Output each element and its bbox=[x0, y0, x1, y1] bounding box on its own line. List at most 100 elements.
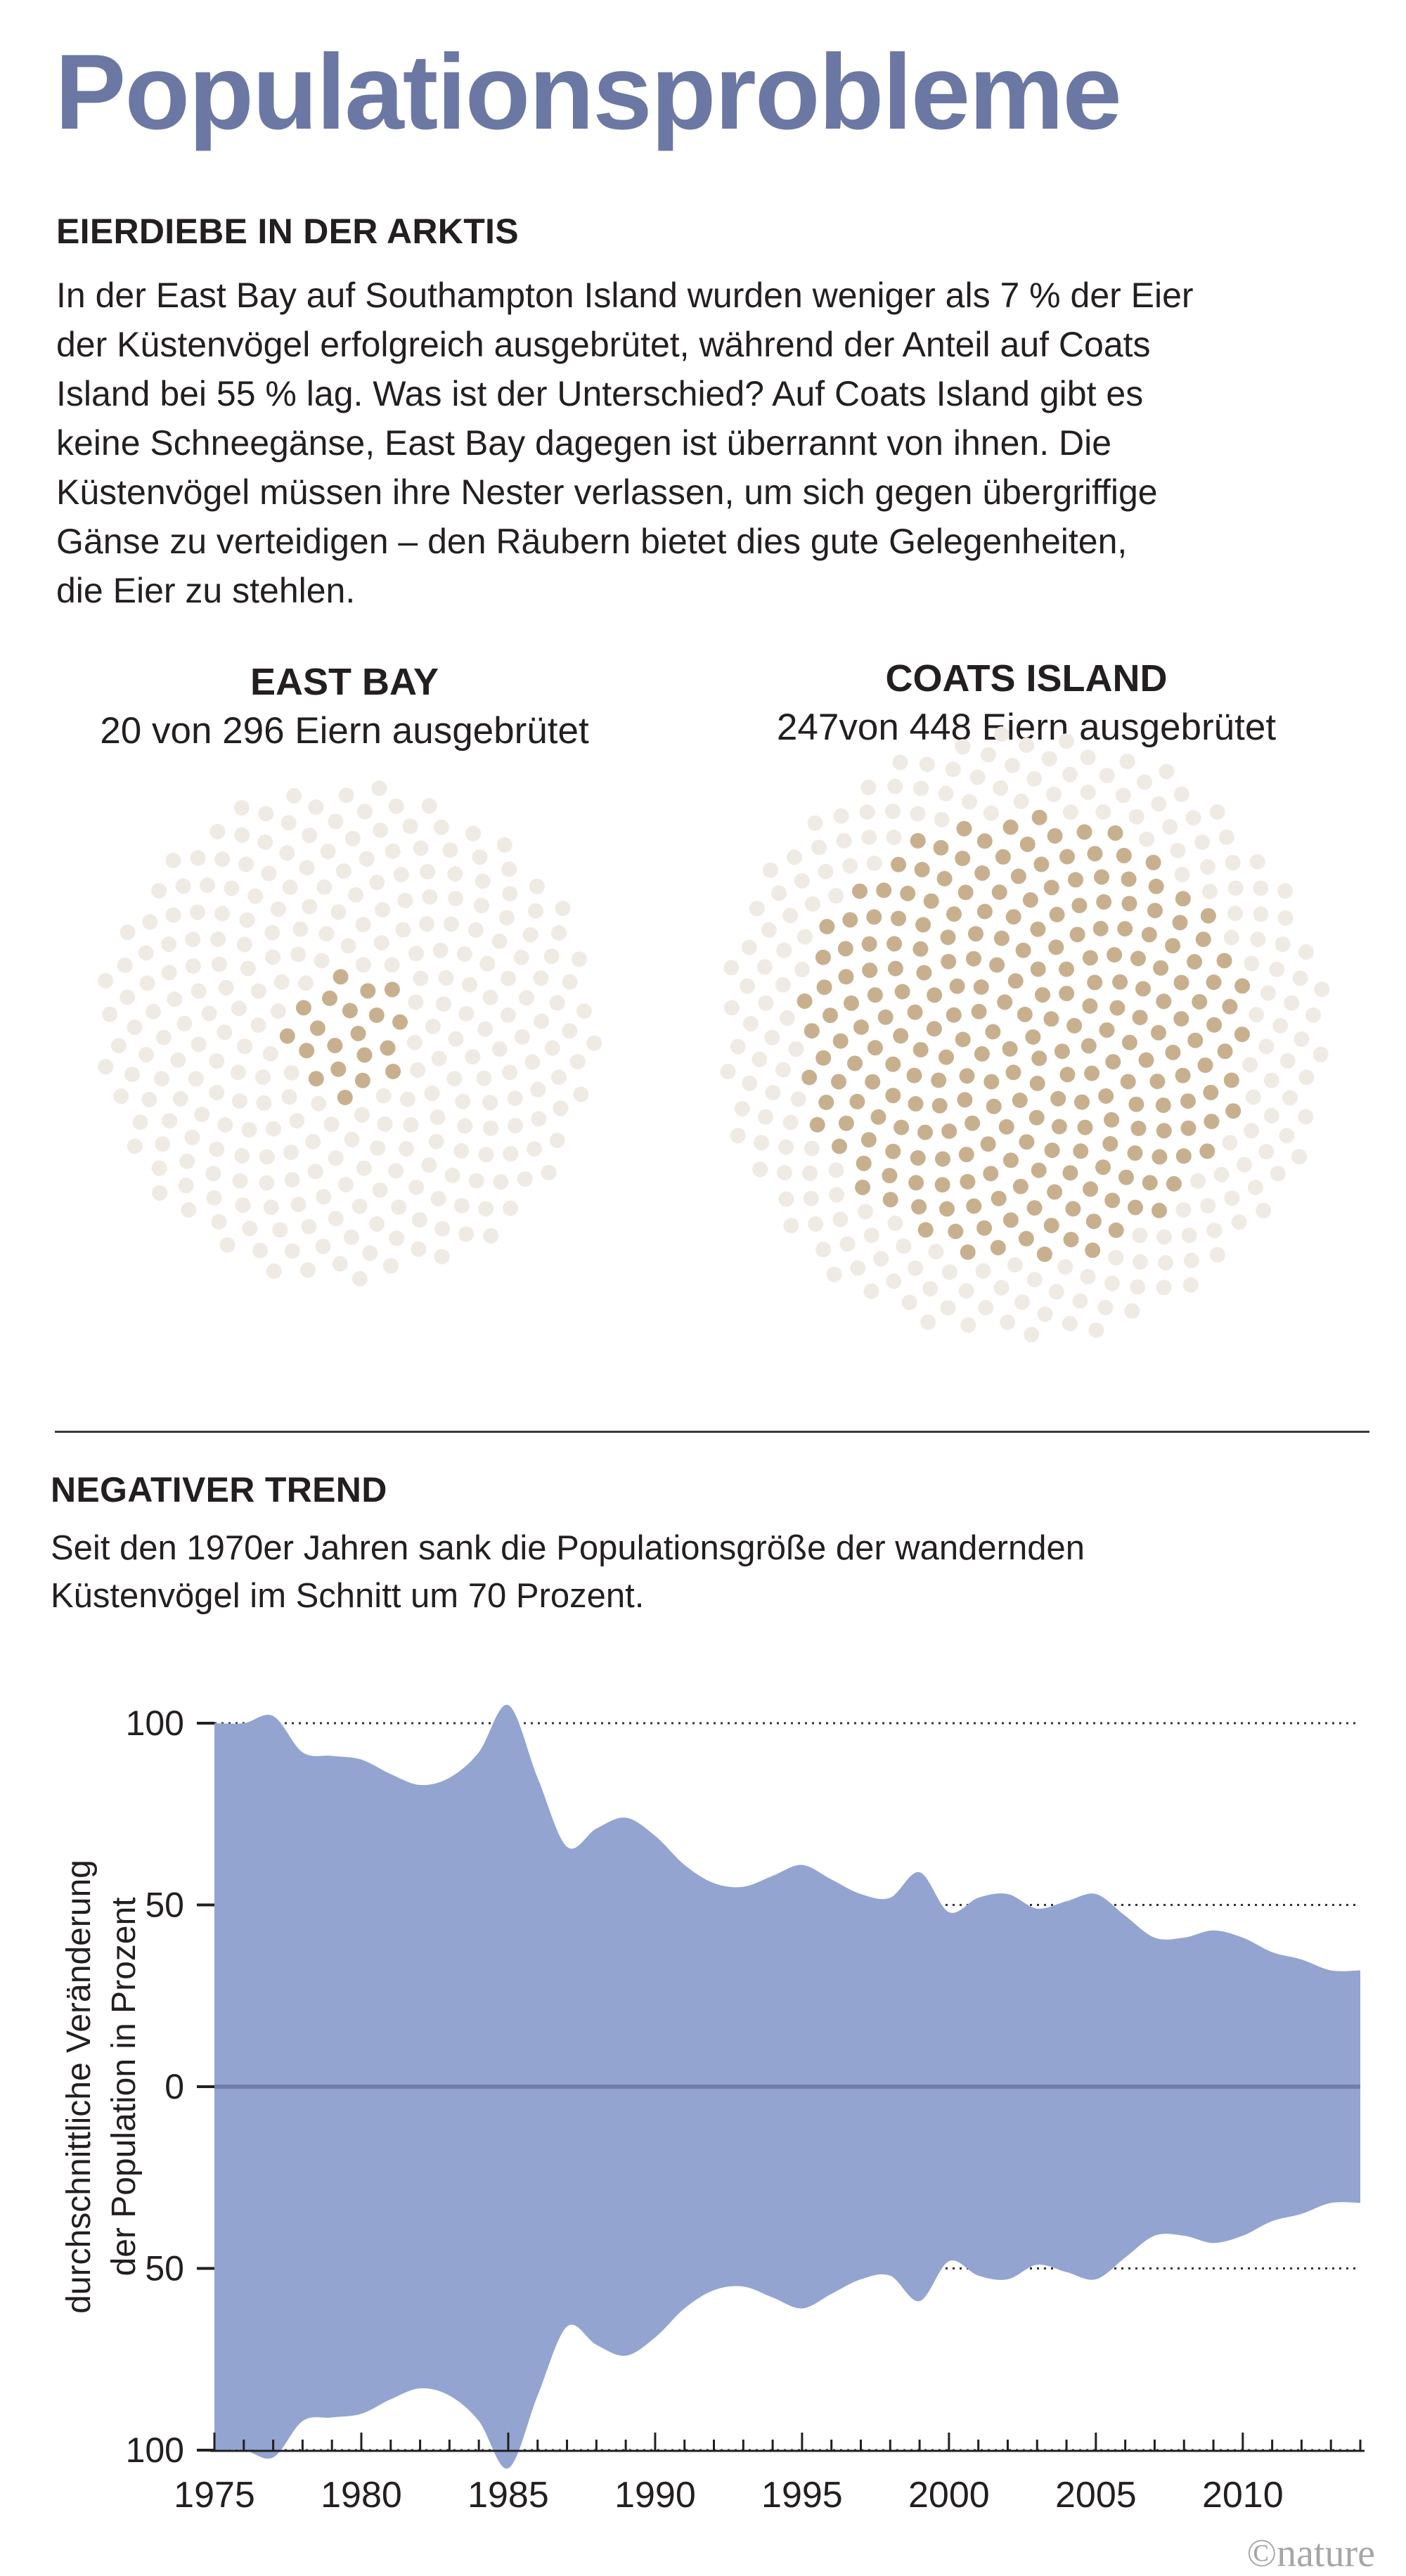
coats-island-hatched-egg bbox=[1047, 827, 1063, 844]
coats-island-hatched-egg bbox=[1234, 978, 1251, 994]
coats-island-unhatched-egg bbox=[1019, 738, 1035, 753]
east-bay-unhatched-egg bbox=[343, 1229, 359, 1245]
coats-island-hatched-egg bbox=[1151, 1024, 1166, 1041]
coats-island-hatched-egg bbox=[1108, 1222, 1124, 1238]
coats-island-unhatched-egg bbox=[811, 839, 827, 856]
east-bay-unhatched-egg bbox=[298, 975, 314, 991]
coats-island-hatched-egg bbox=[1152, 1202, 1167, 1218]
coats-island-unhatched-egg bbox=[839, 1236, 856, 1252]
coats-island-hatched-egg bbox=[1043, 1218, 1059, 1234]
coats-island-hatched-egg bbox=[1033, 856, 1050, 872]
coats-island-hatched-egg bbox=[1051, 1119, 1067, 1135]
east-bay-unhatched-egg bbox=[279, 845, 295, 861]
coats-island-unhatched-egg bbox=[1139, 831, 1155, 847]
coats-island-hatched-egg bbox=[1059, 961, 1074, 977]
east-bay-unhatched-egg bbox=[502, 1064, 518, 1081]
coats-island-hatched-egg bbox=[1102, 1135, 1118, 1152]
coats-island-hatched-egg bbox=[907, 1004, 923, 1020]
east-bay-unhatched-egg bbox=[272, 1222, 288, 1238]
east-bay-unhatched-egg bbox=[252, 1242, 269, 1258]
east-bay-unhatched-egg bbox=[308, 799, 324, 815]
coats-island-hatched-egg bbox=[1180, 1093, 1196, 1109]
east-bay-unhatched-egg bbox=[382, 1258, 399, 1274]
coats-island-hatched-egg bbox=[935, 1151, 950, 1167]
coats-island-unhatched-egg bbox=[752, 1051, 768, 1067]
coats-island-unhatched-egg bbox=[1170, 842, 1186, 858]
coats-island-unhatched-egg bbox=[1249, 1007, 1265, 1023]
coats-island-hatched-egg bbox=[1010, 868, 1026, 884]
east-bay-unhatched-egg bbox=[458, 1005, 475, 1022]
coats-island-hatched-egg bbox=[1121, 1034, 1137, 1050]
east-bay-unhatched-egg bbox=[318, 926, 335, 942]
coats-island-unhatched-egg bbox=[815, 1242, 832, 1258]
page-title: Populationsprobleme bbox=[55, 32, 1122, 152]
coats-island-unhatched-egg bbox=[1224, 1190, 1240, 1206]
coats-island-unhatched-egg bbox=[859, 804, 875, 820]
coats-island-hatched-egg bbox=[1012, 1178, 1028, 1194]
coats-island-hatched-egg bbox=[946, 906, 962, 922]
east-bay-unhatched-egg bbox=[146, 1003, 161, 1019]
coats-island-hatched-egg bbox=[931, 1097, 948, 1114]
east-bay-unhatched-egg bbox=[214, 906, 230, 922]
east-bay-unhatched-egg bbox=[337, 1176, 354, 1192]
east-bay-unhatched-egg bbox=[280, 815, 297, 831]
east-bay-hatched-egg bbox=[356, 1047, 373, 1063]
east-bay-hatched-egg bbox=[333, 969, 349, 985]
east-bay-unhatched-egg bbox=[218, 979, 234, 996]
east-bay-hatched-egg bbox=[309, 1020, 325, 1036]
east-bay-unhatched-egg bbox=[127, 1138, 143, 1154]
east-bay-unhatched-egg bbox=[467, 922, 484, 938]
y-tick-label: 100 bbox=[126, 1704, 184, 1743]
east-bay-unhatched-egg bbox=[448, 891, 464, 907]
east-bay-unhatched-egg bbox=[443, 916, 459, 932]
east-bay-unhatched-egg bbox=[562, 974, 578, 990]
coats-island-hatched-egg bbox=[887, 960, 903, 977]
coats-island-unhatched-egg bbox=[1263, 1108, 1279, 1123]
coats-island-hatched-egg bbox=[941, 953, 957, 970]
east-bay-hatched-egg bbox=[368, 1007, 385, 1023]
coats-island-unhatched-egg bbox=[1270, 1166, 1286, 1182]
east-bay-unhatched-egg bbox=[411, 1241, 427, 1257]
coats-island-unhatched-egg bbox=[1133, 1254, 1148, 1270]
coats-island-unhatched-egg bbox=[993, 780, 1009, 796]
coats-island-unhatched-egg bbox=[1007, 1257, 1023, 1273]
coats-island-unhatched-egg bbox=[1201, 884, 1218, 900]
coats-island-hatched-egg bbox=[1175, 1148, 1192, 1164]
coats-island-hatched-egg bbox=[958, 1147, 974, 1163]
east-bay-unhatched-egg bbox=[549, 995, 565, 1011]
coats-island-unhatched-egg bbox=[919, 756, 935, 773]
east-bay-unhatched-egg bbox=[194, 1107, 210, 1123]
text-line: In der East Bay auf Southampton Island w… bbox=[56, 276, 1194, 315]
coats-island-unhatched-egg bbox=[1048, 1284, 1064, 1300]
east-bay-unhatched-egg bbox=[503, 1146, 519, 1162]
coats-island-unhatched-egg bbox=[1272, 1018, 1289, 1033]
y-tick-label: 0 bbox=[165, 2067, 184, 2106]
coats-island-unhatched-egg bbox=[1244, 1123, 1260, 1139]
coats-island-hatched-egg bbox=[985, 1024, 1001, 1040]
east-bay-unhatched-egg bbox=[388, 1163, 404, 1179]
coats-island-hatched-egg bbox=[1107, 825, 1123, 841]
east-bay-unhatched-egg bbox=[372, 1182, 388, 1198]
coats-island-hatched-egg bbox=[816, 979, 832, 996]
east-bay-unhatched-egg bbox=[478, 1147, 494, 1163]
east-bay-unhatched-egg bbox=[424, 1085, 440, 1101]
coats-island-hatched-egg bbox=[1206, 1017, 1223, 1033]
coats-island-unhatched-egg bbox=[1151, 796, 1167, 812]
east-bay-unhatched-egg bbox=[435, 996, 451, 1012]
coats-island-hatched-egg bbox=[1128, 1199, 1143, 1216]
coats-island-unhatched-egg bbox=[863, 1228, 879, 1244]
coats-island-unhatched-egg bbox=[741, 939, 757, 955]
coats-island-unhatched-egg bbox=[794, 872, 810, 889]
east-bay-unhatched-egg bbox=[370, 1140, 386, 1156]
east-bay-unhatched-egg bbox=[442, 842, 458, 858]
coats-island-hatched-egg bbox=[860, 1132, 877, 1148]
coats-island-hatched-egg bbox=[1104, 1112, 1120, 1128]
coats-island-unhatched-egg bbox=[1260, 985, 1276, 1001]
coats-island-unhatched-egg bbox=[1269, 961, 1285, 977]
east-bay-unhatched-egg bbox=[421, 1157, 437, 1173]
east-bay-unhatched-egg bbox=[430, 1190, 446, 1206]
coats-island-hatched-egg bbox=[1085, 1213, 1102, 1230]
east-bay-hatched-egg bbox=[342, 1003, 358, 1019]
east-bay-unhatched-egg bbox=[247, 888, 264, 904]
coats-island-hatched-egg bbox=[1002, 1041, 1018, 1057]
